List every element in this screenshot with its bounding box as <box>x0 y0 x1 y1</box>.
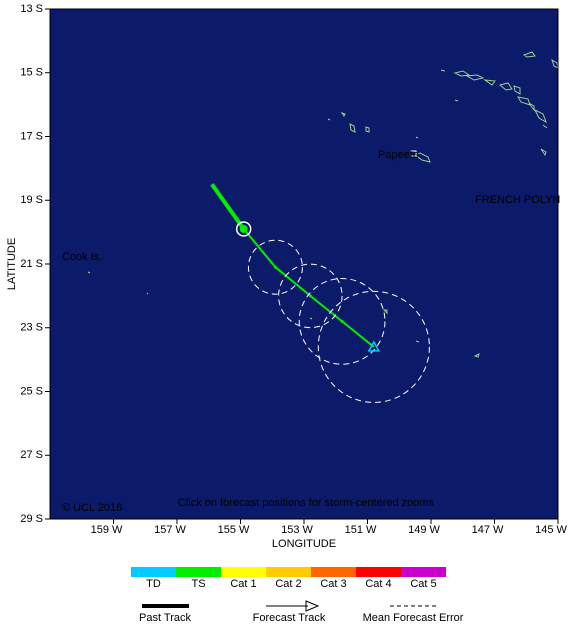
intensity-swatch <box>176 567 221 577</box>
y-tick-label: 25 S <box>20 385 43 397</box>
y-tick-label: 15 S <box>20 67 43 79</box>
intensity-swatch <box>356 567 401 577</box>
x-tick-label: 157 W <box>154 524 186 536</box>
x-tick-label: 145 W <box>535 524 567 536</box>
papeete-marker <box>410 150 417 157</box>
y-tick-label: 17 S <box>20 130 43 142</box>
y-tick-label: 27 S <box>20 449 43 461</box>
intensity-swatch <box>266 567 311 577</box>
legend-label: Forecast Track <box>253 612 326 624</box>
track-point <box>340 319 344 323</box>
forecast-error-circle <box>278 263 343 329</box>
track-point <box>308 294 312 298</box>
intensity-label: Cat 3 <box>320 578 346 590</box>
map-annotation: Click on forecast positions for storm-ce… <box>178 497 435 509</box>
past-track <box>210 183 246 231</box>
legend-arrow <box>305 600 320 612</box>
intensity-label: Cat 5 <box>410 578 436 590</box>
forecast-error-circle <box>247 239 303 295</box>
intensity-label: Cat 4 <box>365 578 391 590</box>
map-background <box>50 9 558 519</box>
x-tick-label: 155 W <box>218 524 250 536</box>
map-annotation: © UCL 2016 <box>62 502 122 514</box>
track-point <box>367 340 381 352</box>
x-tick-label: 147 W <box>472 524 504 536</box>
map-annotation: Papeete <box>378 149 419 161</box>
x-tick-label: 153 W <box>281 524 313 536</box>
x-tick-label: 149 W <box>408 524 440 536</box>
y-tick-label: 23 S <box>20 322 43 334</box>
track-point[interactable] <box>239 224 248 233</box>
current-position-ring <box>235 221 252 237</box>
intensity-swatch <box>311 567 356 577</box>
x-tick-label: 159 W <box>91 524 123 536</box>
y-tick-label: 13 S <box>20 3 43 15</box>
intensity-label: Cat 2 <box>275 578 301 590</box>
legend-label: Past Track <box>139 612 191 624</box>
x-tick-label: 151 W <box>345 524 377 536</box>
map-annotation: Cook Is. <box>62 251 102 263</box>
forecast-error-circle <box>317 290 430 403</box>
map-annotation: FRENCH POLYN <box>475 194 560 206</box>
intensity-label: Cat 1 <box>230 578 256 590</box>
intensity-label: TS <box>191 578 205 590</box>
y-tick-label: 29 S <box>20 513 43 525</box>
track-point <box>273 265 277 269</box>
forecast-error-circle <box>298 278 386 365</box>
intensity-swatch <box>221 567 266 577</box>
y-axis-label: LATITUDE <box>6 238 18 290</box>
y-tick-label: 21 S <box>20 258 43 270</box>
intensity-swatch <box>401 567 446 577</box>
y-tick-label: 19 S <box>20 194 43 206</box>
intensity-label: TD <box>146 578 161 590</box>
intensity-swatch <box>131 567 176 577</box>
islands <box>87 51 559 358</box>
x-axis-label: LONGITUDE <box>272 538 336 550</box>
legend-label: Mean Forecast Error <box>363 612 464 624</box>
